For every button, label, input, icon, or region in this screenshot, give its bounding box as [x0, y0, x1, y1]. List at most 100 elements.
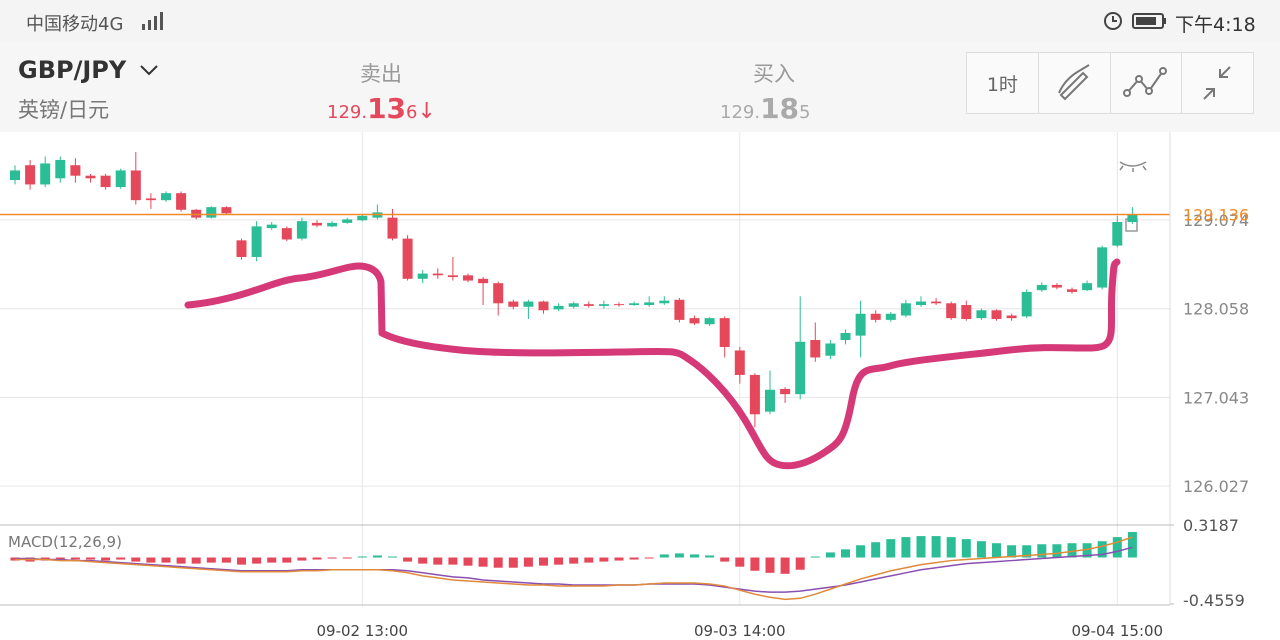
x-tick-label: 09-02 13:00: [317, 622, 409, 640]
histogram-bar: [780, 557, 790, 574]
candle-body: [296, 221, 307, 239]
histogram-bar: [131, 557, 141, 562]
y-tick-label: 129.074: [1183, 211, 1249, 230]
price-arrow: ↓: [417, 99, 436, 124]
status-bar: 中国移动4G 下午4:18: [0, 0, 1280, 42]
y-tick-label: 128.058: [1183, 300, 1249, 319]
candle-body: [463, 275, 473, 281]
dropdown-icon[interactable]: [138, 62, 160, 78]
histogram-bar: [101, 557, 111, 561]
histogram-bar: [720, 557, 730, 562]
candle-body: [810, 339, 821, 358]
histogram-bar: [674, 553, 684, 558]
candle-body: [251, 226, 262, 257]
price-part: 6: [406, 102, 418, 123]
histogram-bar: [388, 556, 397, 558]
histogram-bar: [599, 557, 609, 562]
candle-body: [312, 222, 322, 226]
x-tick-label: 09-03 14:00: [694, 622, 786, 640]
current-price-label: 129.136: [1183, 205, 1249, 224]
histogram-bar: [237, 557, 246, 565]
candle-body: [387, 217, 398, 239]
histogram-bar: [992, 543, 1001, 558]
price-part: 129.: [720, 102, 761, 123]
histogram-bar: [327, 557, 337, 559]
histogram-bar: [705, 555, 715, 558]
histogram-bar: [372, 555, 382, 558]
eye-icon[interactable]: [1119, 161, 1147, 172]
histogram-bar: [342, 557, 352, 559]
sell-price[interactable]: 129.136↓: [327, 92, 436, 125]
histogram-bar: [976, 541, 986, 558]
histogram-bar: [901, 537, 911, 558]
candle-body: [145, 198, 156, 201]
candle-body: [40, 163, 51, 185]
histogram-bar: [508, 557, 518, 568]
candle-body: [1082, 283, 1093, 291]
histogram-bar: [916, 536, 926, 558]
histogram-bar: [886, 539, 896, 558]
x-tick-label: 09-04 15:00: [1072, 622, 1164, 640]
histogram-bar: [267, 557, 277, 563]
histogram-bar: [433, 557, 443, 565]
candle-body: [432, 273, 443, 276]
candle-body: [931, 301, 942, 304]
candle-body: [780, 388, 791, 395]
candle-body: [538, 301, 549, 311]
histogram-bar: [644, 557, 654, 559]
candle-body: [961, 305, 972, 320]
indicator-button[interactable]: [1111, 53, 1183, 113]
candle-body: [206, 207, 217, 218]
candle-body: [1097, 247, 1108, 288]
candle-body: [1051, 284, 1062, 288]
buy-price[interactable]: 129.185: [720, 92, 811, 125]
candle-body: [765, 389, 775, 412]
collapse-button[interactable]: [1182, 53, 1253, 113]
candle-body: [176, 193, 187, 210]
histogram-bar: [176, 557, 186, 564]
histogram-bar: [810, 556, 820, 558]
price-part: 5: [799, 102, 811, 123]
candle-body: [1021, 291, 1032, 317]
histogram-bar: [1082, 543, 1092, 558]
draw-button[interactable]: [1039, 53, 1111, 113]
candle-body: [1127, 214, 1138, 223]
histogram-bar: [871, 542, 881, 558]
indicator-icon: [1122, 67, 1167, 97]
candle-body: [749, 374, 760, 415]
sell-label: 卖出: [360, 62, 402, 86]
histogram-bar: [86, 557, 95, 560]
histogram-bar: [539, 557, 548, 566]
interval-button[interactable]: 1时: [967, 53, 1039, 113]
histogram-bar: [629, 557, 639, 560]
histogram-bar: [1037, 544, 1047, 558]
chart-area: 129.074 128.058 127.043 126.027 09-02 13:00 0…: [0, 132, 1249, 640]
quote-header: GBP/JPY 英镑/日元 卖出 129.136↓ 买入 129.185 1时: [0, 42, 1280, 132]
price-part: 129.: [327, 102, 368, 123]
candle-body: [25, 165, 36, 185]
symbol[interactable]: GBP/JPY: [18, 56, 127, 84]
candle-body: [55, 159, 66, 179]
hand-drawn-annotation: [184, 258, 1121, 470]
histogram-bar: [659, 554, 669, 558]
histogram-bar: [221, 557, 231, 563]
histogram-bar: [946, 537, 956, 558]
histogram-bar: [841, 549, 850, 558]
histogram-bar: [146, 557, 156, 563]
histogram-bar: [161, 557, 171, 563]
candle-body: [644, 302, 655, 306]
candle-body: [447, 275, 458, 278]
histogram-bar: [1127, 532, 1137, 558]
histogram-bar: [1067, 543, 1077, 558]
histogram-bar: [191, 557, 201, 564]
candle-body: [976, 310, 987, 319]
candle-body: [885, 313, 896, 320]
candle-body: [689, 318, 700, 324]
candle-body: [568, 303, 579, 307]
candle-body: [870, 313, 881, 320]
candle-body: [946, 303, 957, 319]
histogram-bar: [116, 557, 126, 560]
candle-body: [417, 273, 428, 279]
indicator-line: [15, 546, 1133, 593]
